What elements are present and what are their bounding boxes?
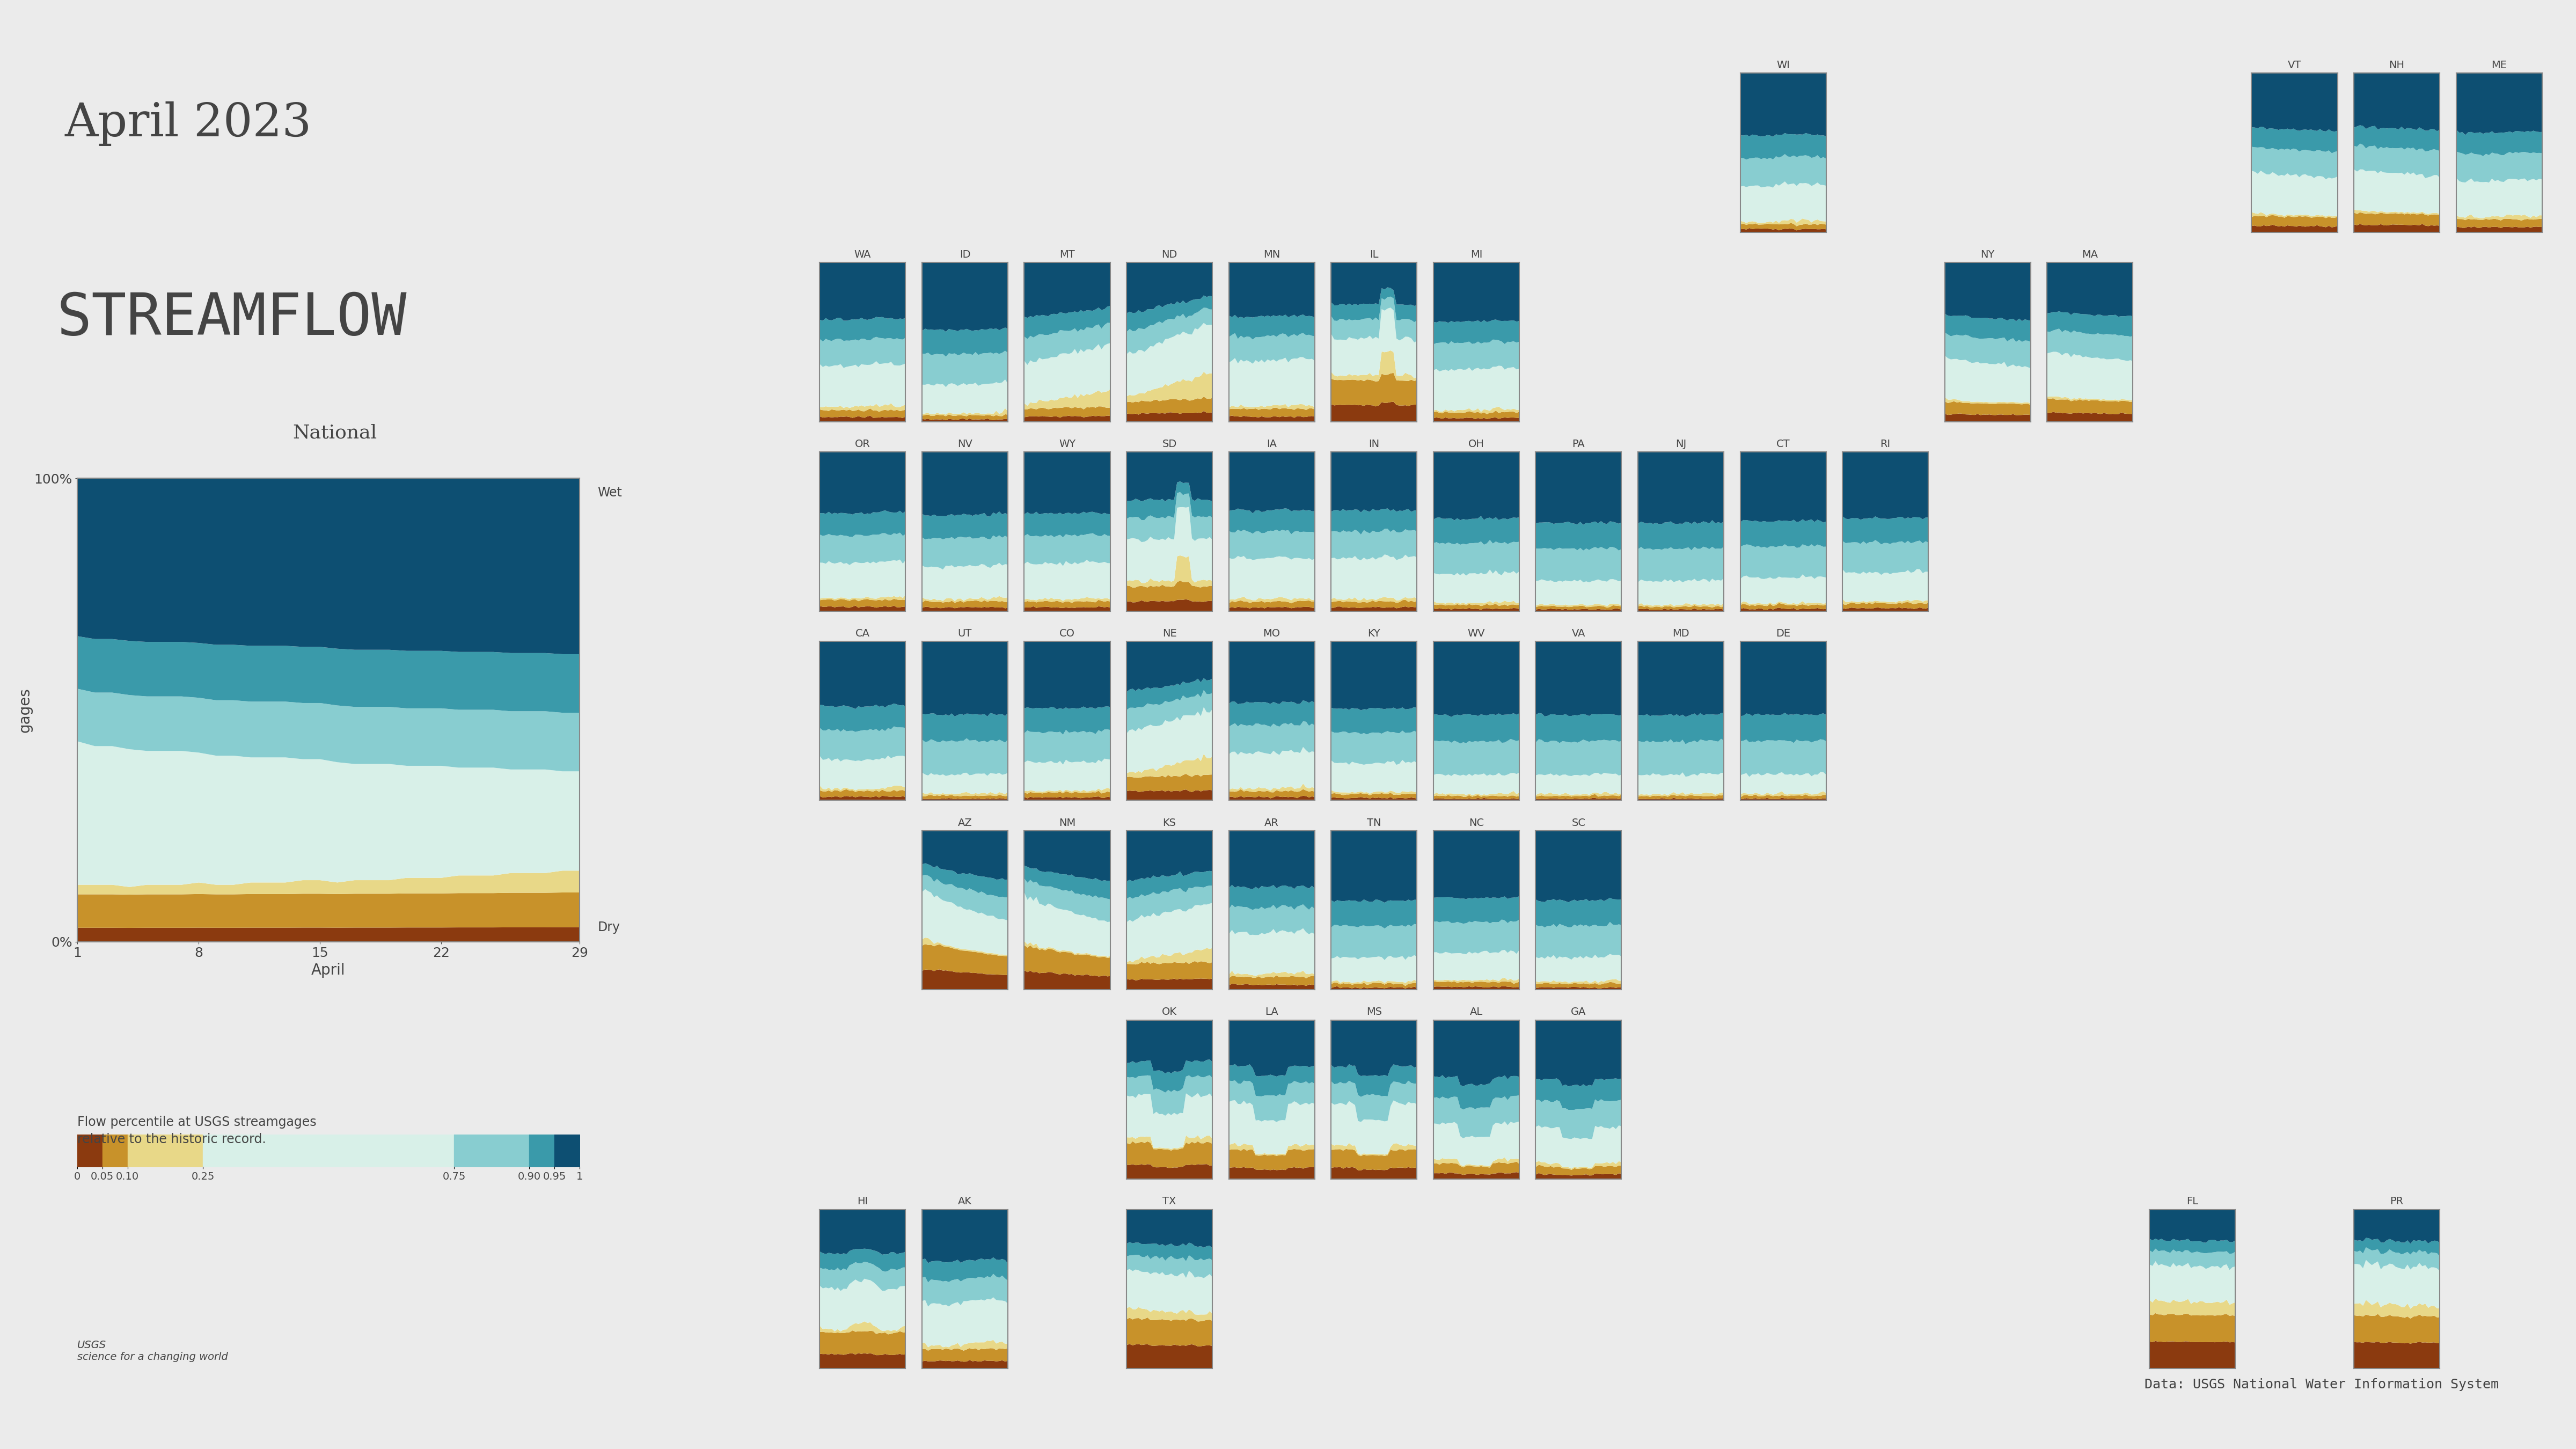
Text: NY: NY — [1981, 249, 1994, 259]
Text: DE: DE — [1775, 629, 1790, 639]
Text: WA: WA — [855, 249, 871, 259]
Text: Wet: Wet — [598, 487, 623, 498]
Text: IN: IN — [1368, 439, 1378, 449]
Text: AZ: AZ — [958, 817, 971, 827]
Text: Data: USGS National Water Information System: Data: USGS National Water Information Sy… — [2143, 1378, 2499, 1391]
Text: National: National — [294, 423, 376, 442]
Text: MS: MS — [1365, 1007, 1381, 1017]
Text: KS: KS — [1162, 817, 1177, 827]
Text: ME: ME — [2491, 59, 2506, 70]
Y-axis label: gages: gages — [18, 687, 33, 733]
Text: AR: AR — [1265, 817, 1278, 827]
Text: CO: CO — [1059, 629, 1074, 639]
Text: NE: NE — [1162, 629, 1177, 639]
Text: STREAMFLOW: STREAMFLOW — [57, 290, 407, 348]
Text: LA: LA — [1265, 1007, 1278, 1017]
Text: NH: NH — [2388, 59, 2403, 70]
Text: TX: TX — [1162, 1197, 1177, 1207]
Text: MN: MN — [1262, 249, 1280, 259]
Text: SD: SD — [1162, 439, 1177, 449]
Text: SC: SC — [1571, 817, 1587, 827]
Text: Dry: Dry — [598, 922, 621, 933]
Text: PA: PA — [1571, 439, 1584, 449]
X-axis label: April: April — [312, 962, 345, 978]
Text: AL: AL — [1471, 1007, 1484, 1017]
Text: IL: IL — [1370, 249, 1378, 259]
Text: April 2023: April 2023 — [64, 101, 312, 146]
Text: WV: WV — [1468, 629, 1484, 639]
Text: UT: UT — [958, 629, 971, 639]
Text: NM: NM — [1059, 817, 1077, 827]
Text: MT: MT — [1059, 249, 1074, 259]
Text: MI: MI — [1471, 249, 1481, 259]
Text: OH: OH — [1468, 439, 1484, 449]
Text: MO: MO — [1262, 629, 1280, 639]
Text: CA: CA — [855, 629, 871, 639]
Text: OK: OK — [1162, 1007, 1177, 1017]
Text: TN: TN — [1368, 817, 1381, 827]
Text: GA: GA — [1571, 1007, 1587, 1017]
Text: NC: NC — [1468, 817, 1484, 827]
Text: MD: MD — [1672, 629, 1690, 639]
Text: IA: IA — [1267, 439, 1278, 449]
Text: WI: WI — [1777, 59, 1790, 70]
Text: AK: AK — [958, 1197, 971, 1207]
Text: Flow percentile at USGS streamgages
relative to the historic record.: Flow percentile at USGS streamgages rela… — [77, 1116, 317, 1146]
Text: NJ: NJ — [1674, 439, 1687, 449]
Text: USGS
science for a changing world: USGS science for a changing world — [77, 1340, 227, 1362]
Text: MA: MA — [2081, 249, 2097, 259]
Text: OR: OR — [855, 439, 871, 449]
Text: WY: WY — [1059, 439, 1077, 449]
Text: NV: NV — [958, 439, 971, 449]
Text: VT: VT — [2287, 59, 2300, 70]
Text: ID: ID — [958, 249, 971, 259]
Text: RI: RI — [1880, 439, 1891, 449]
Text: FL: FL — [2187, 1197, 2197, 1207]
Text: HI: HI — [858, 1197, 868, 1207]
Text: PR: PR — [2391, 1197, 2403, 1207]
Text: ND: ND — [1162, 249, 1177, 259]
Text: VA: VA — [1571, 629, 1584, 639]
Text: CT: CT — [1777, 439, 1790, 449]
Text: KY: KY — [1368, 629, 1381, 639]
